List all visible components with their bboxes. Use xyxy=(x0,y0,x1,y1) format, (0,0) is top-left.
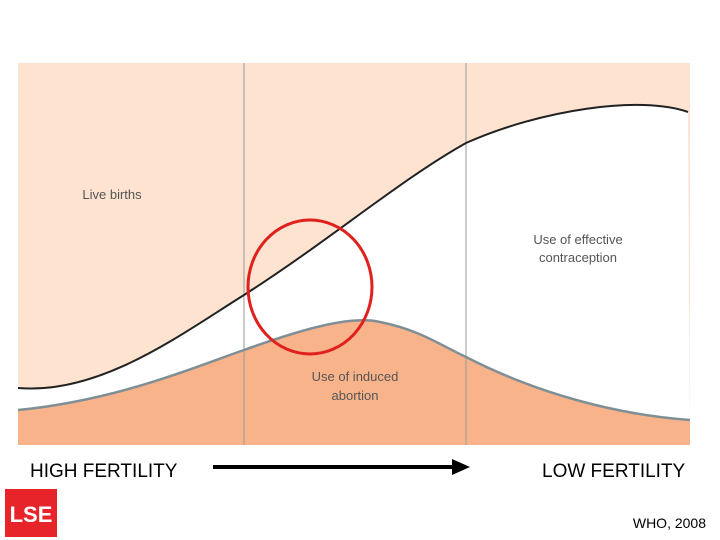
region-label: contraception xyxy=(539,250,617,265)
region-label: Live births xyxy=(82,187,142,202)
source: WHO, 2008 xyxy=(633,515,706,531)
highlight-circle xyxy=(246,218,374,356)
births-curve xyxy=(17,104,689,390)
contraception-area xyxy=(18,104,690,445)
logo-box xyxy=(5,489,57,537)
axis-label: LOW FERTILITY xyxy=(542,461,686,482)
region-label: Use of induced xyxy=(312,369,399,384)
logo-text: LSE xyxy=(10,502,53,527)
abortion-area xyxy=(18,320,690,445)
axis-label: HIGH FERTILITY xyxy=(30,461,178,482)
abortion-curve xyxy=(17,319,691,422)
arrow-head xyxy=(452,459,470,475)
region-label: Use of effective xyxy=(533,232,622,247)
region-label: abortion xyxy=(332,388,379,403)
